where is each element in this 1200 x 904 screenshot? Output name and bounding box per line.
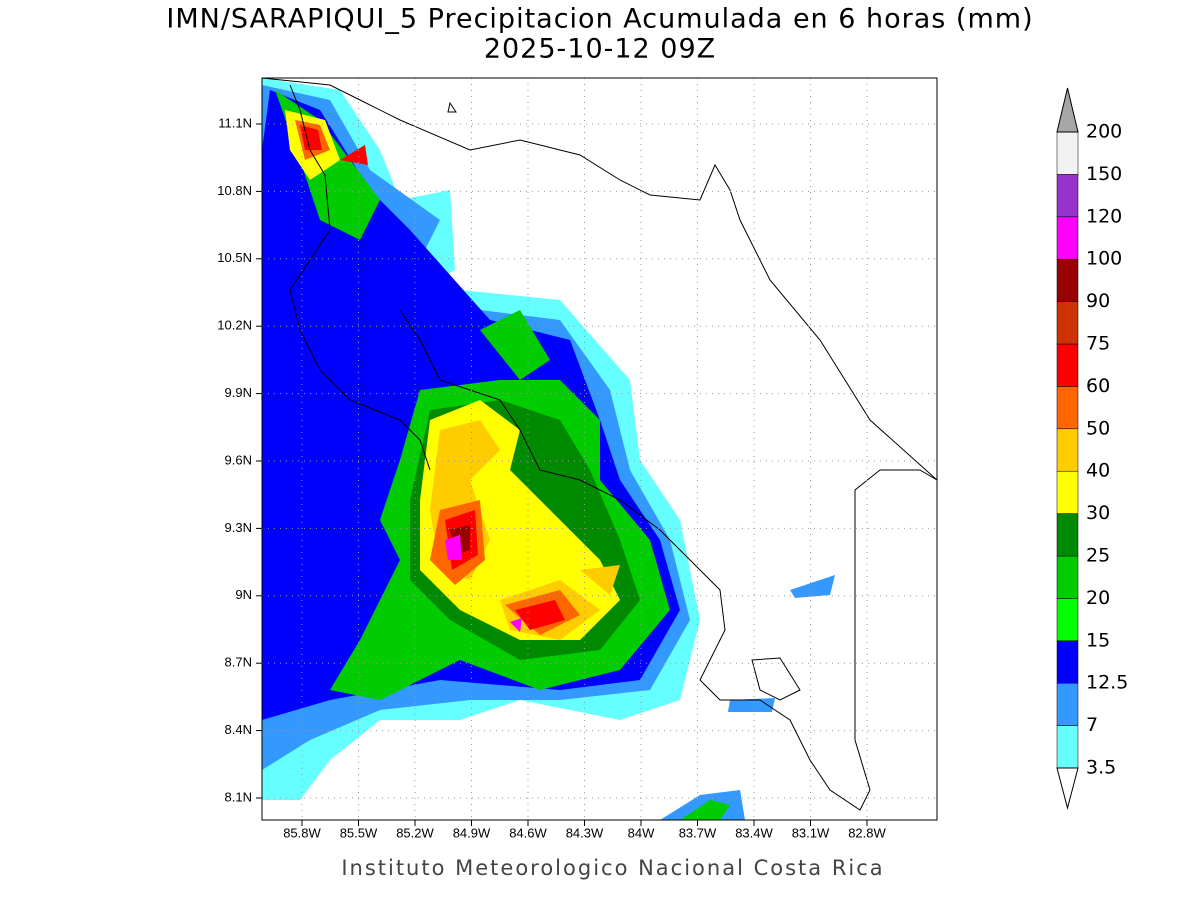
colorbar-label: 60: [1086, 375, 1110, 397]
colorbar-label: 20: [1086, 587, 1110, 609]
credit: Instituto Meteorologico Nacional Costa R…: [341, 856, 884, 880]
colorbar-segment: [1056, 386, 1079, 430]
lon-tick-label: 83.4W: [735, 825, 773, 840]
lat-tick-label: 10.5N: [217, 250, 252, 265]
lat-tick-label: 8.1N: [225, 789, 252, 804]
colorbar-segment: [1056, 258, 1079, 302]
lon-tick-label: 84.9W: [453, 825, 491, 840]
colorbar-label: 12.5: [1086, 672, 1128, 694]
lon-tick-label: 85.8W: [283, 825, 321, 840]
title: IMN/SARAPIQUI_5 Precipitacion Acumulada …: [166, 4, 1033, 35]
colorbar-segment: [1056, 555, 1079, 599]
lat-tick-label: 9.6N: [225, 452, 252, 467]
lat-tick-label: 10.2N: [217, 318, 252, 333]
lon-tick-label: 83.7W: [679, 825, 717, 840]
lon-tick-label: 85.5W: [340, 825, 378, 840]
colorbar-segment: [1056, 131, 1079, 175]
colorbar-label: 75: [1086, 333, 1110, 355]
colorbar-segment: [1056, 725, 1079, 769]
colorbar-segment: [1056, 682, 1079, 726]
colorbar-segment: [1056, 640, 1079, 684]
colorbar-label: 30: [1086, 502, 1110, 524]
lat-tick-label: 9.9N: [225, 385, 252, 400]
lat-tick-label: 8.7N: [225, 655, 252, 670]
plot-frame: [261, 77, 938, 821]
colorbar-over: [1056, 87, 1079, 133]
coastlines: [261, 77, 938, 811]
lat-tick-label: 9N: [235, 587, 252, 602]
lon-tick-label: 84W: [628, 825, 655, 840]
colorbar-label: 40: [1086, 460, 1110, 482]
colorbar-segment: [1056, 598, 1079, 642]
colorbar-segment: [1056, 216, 1079, 260]
colorbar-under: [1056, 767, 1079, 810]
lon-tick-label: 85.2W: [396, 825, 434, 840]
colorbar-label: 15: [1086, 629, 1110, 651]
colorbar-label: 3.5: [1086, 757, 1116, 779]
precip-field: [262, 78, 835, 820]
colorbar-segment: [1056, 343, 1079, 387]
colorbar-label: 100: [1086, 248, 1122, 270]
colorbar-segment: [1056, 428, 1079, 472]
lat-tick-label: 10.8N: [217, 183, 252, 198]
colorbar-label: 150: [1086, 163, 1122, 185]
colorbar-label: 90: [1086, 290, 1110, 312]
colorbar-label: 7: [1086, 714, 1098, 736]
subtitle: 2025-10-12 09Z: [484, 34, 716, 65]
lat-tick-label: 9.3N: [225, 520, 252, 535]
colorbar-segment: [1056, 470, 1079, 514]
colorbar-label: 50: [1086, 417, 1110, 439]
colorbar-segment: [1056, 513, 1079, 557]
lat-tick-label: 8.4N: [225, 722, 252, 737]
colorbar-segment: [1056, 301, 1079, 345]
colorbar-segment: [1056, 174, 1079, 218]
colorbar-label: 200: [1086, 121, 1122, 143]
lat-tick-label: 11.1N: [218, 115, 252, 130]
lon-tick-label: 84.6W: [509, 825, 547, 840]
lon-tick-label: 82.8W: [848, 825, 886, 840]
colorbar-label: 120: [1086, 205, 1122, 227]
lon-tick-label: 84.3W: [566, 825, 604, 840]
colorbar-label: 25: [1086, 545, 1110, 567]
lon-tick-label: 83.1W: [792, 825, 830, 840]
